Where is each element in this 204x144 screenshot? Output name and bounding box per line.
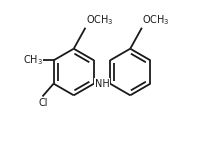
Text: CH$_3$: CH$_3$	[23, 53, 43, 67]
Text: Cl: Cl	[38, 98, 48, 108]
Text: NH: NH	[95, 79, 109, 89]
Text: OCH$_3$: OCH$_3$	[142, 13, 170, 27]
Text: OCH$_3$: OCH$_3$	[86, 13, 113, 27]
